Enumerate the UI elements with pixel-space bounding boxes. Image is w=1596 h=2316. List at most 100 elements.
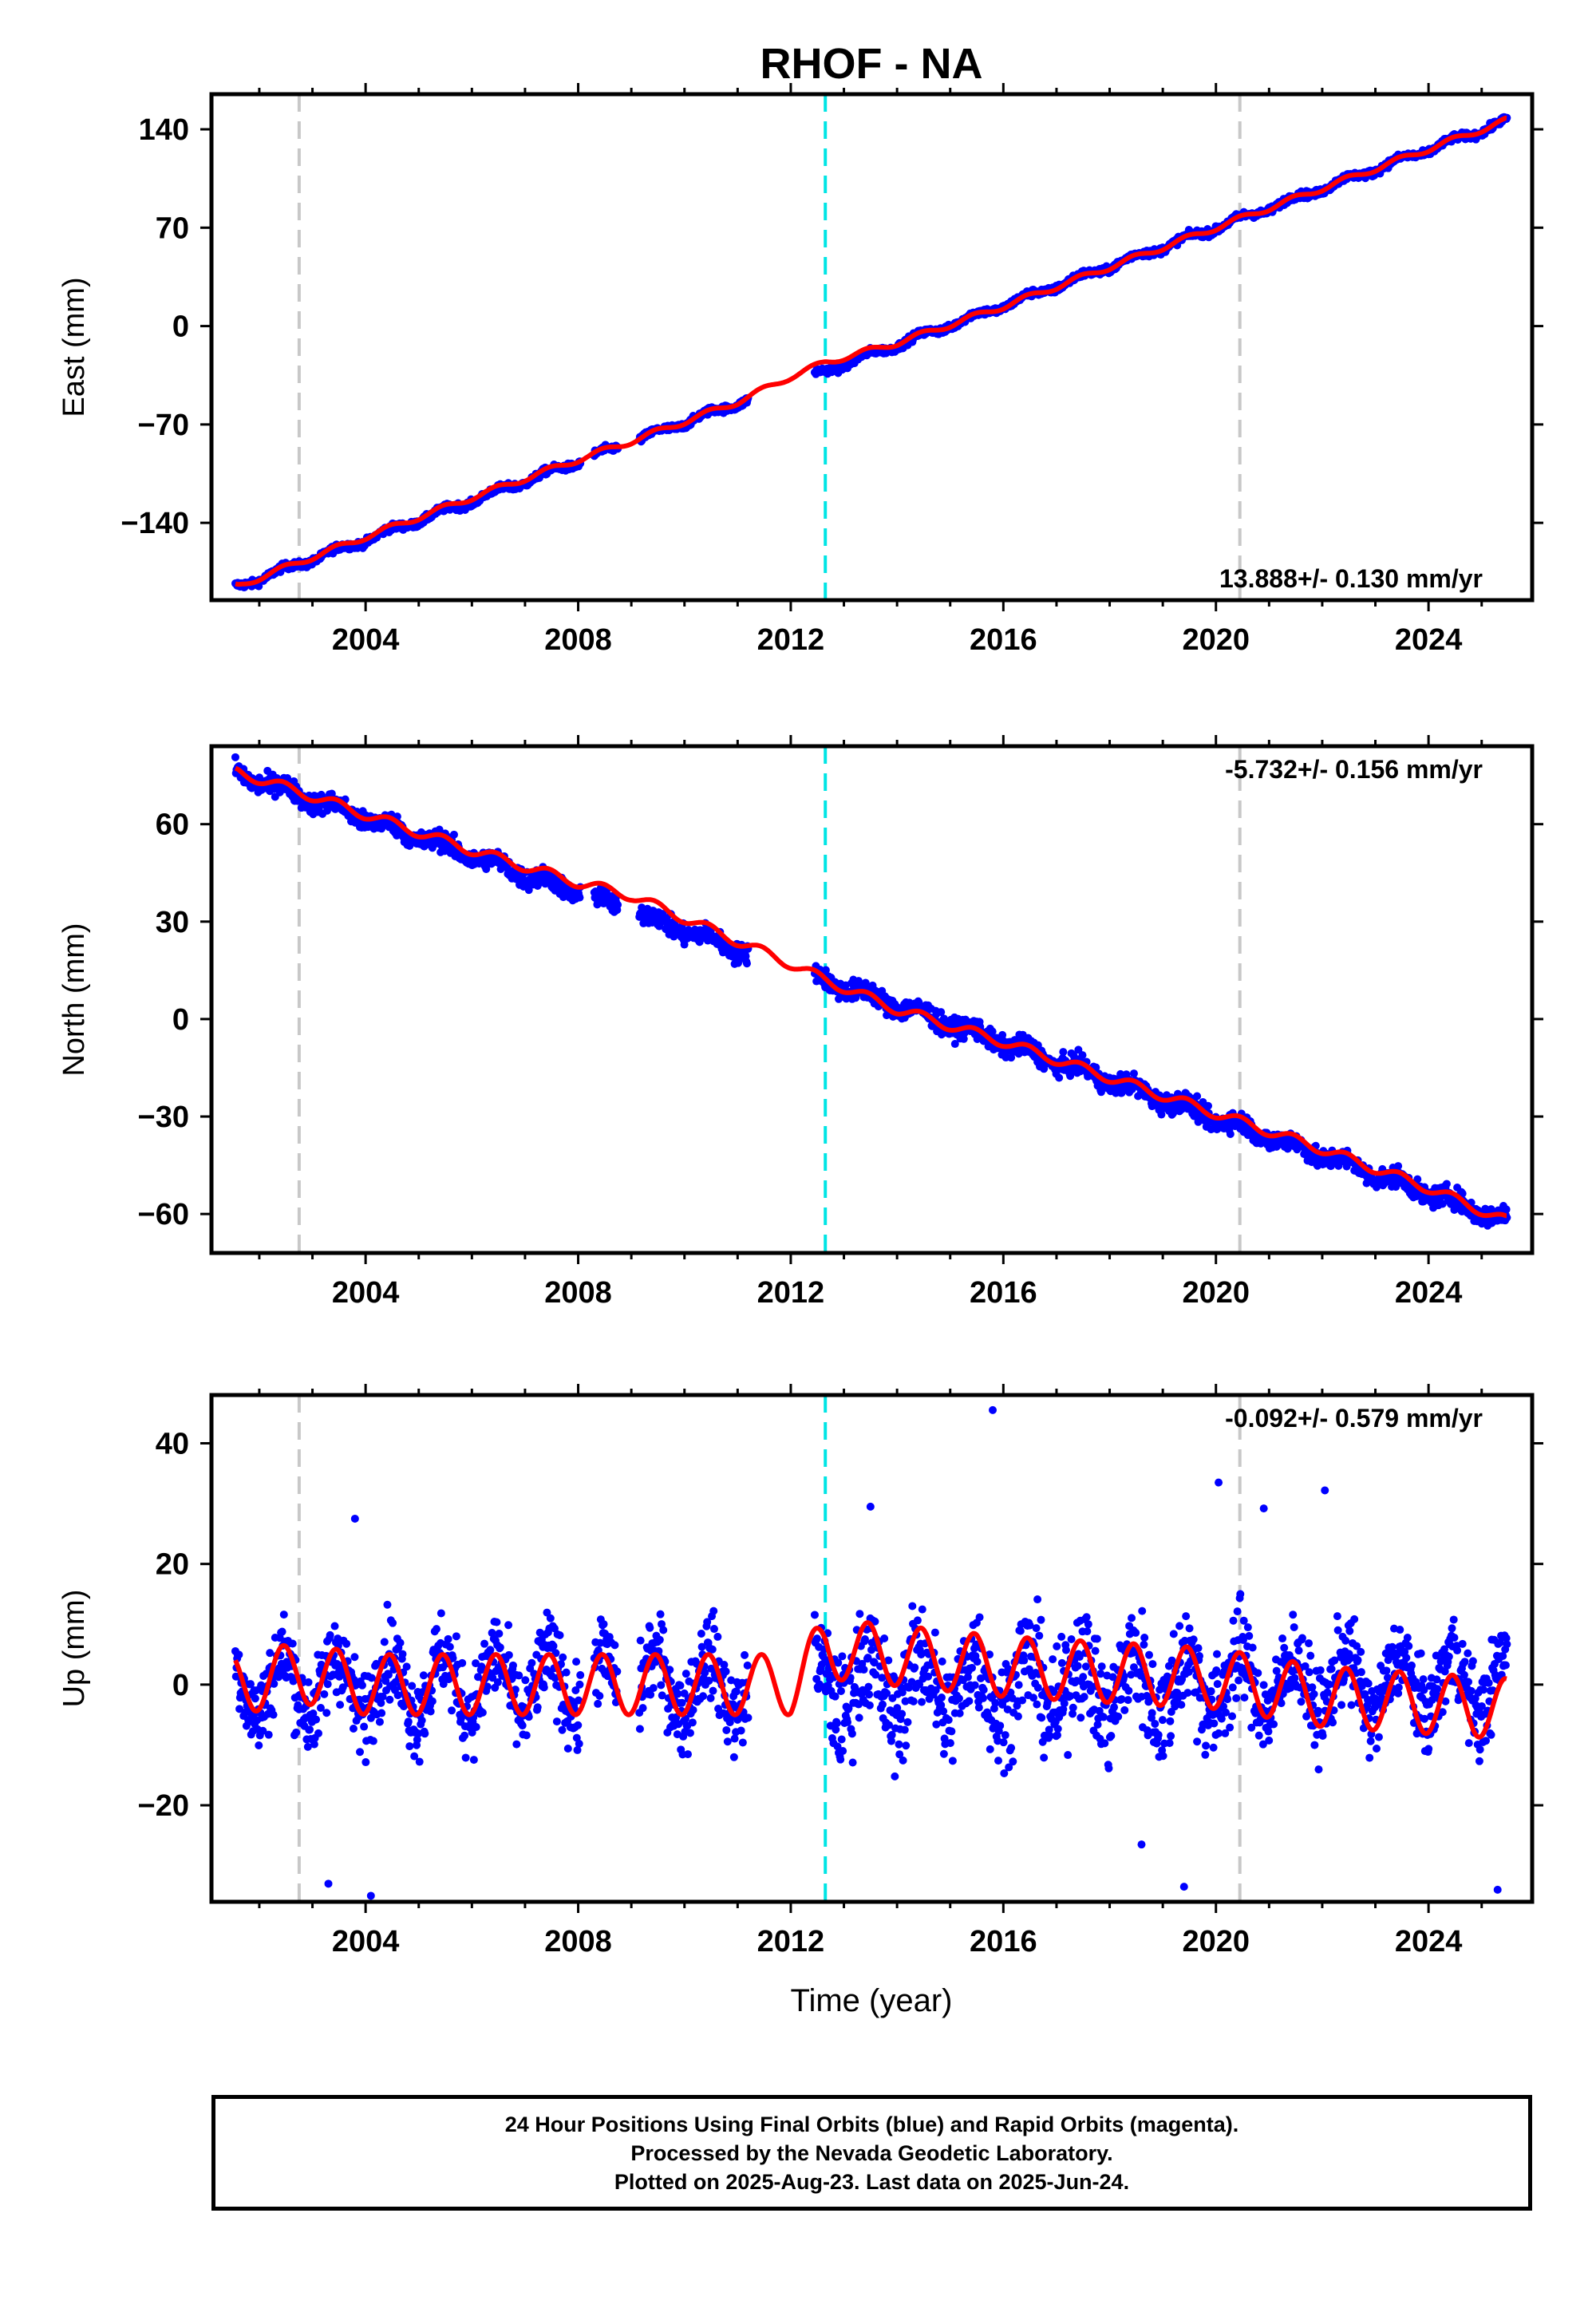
y-tick-label: 70	[156, 211, 189, 245]
x-tick-label: 2020	[1182, 623, 1250, 657]
data-point	[656, 1610, 665, 1618]
x-tick-label: 2004	[332, 623, 400, 657]
data-point	[599, 1620, 608, 1629]
data-point	[527, 1658, 536, 1667]
data-point	[744, 1713, 753, 1722]
data-point	[235, 1650, 243, 1659]
data-point	[360, 1722, 369, 1731]
data-point	[432, 1625, 440, 1634]
data-point	[350, 1653, 359, 1662]
data-point	[638, 1704, 647, 1713]
data-point	[635, 1725, 644, 1733]
data-point	[385, 1695, 394, 1704]
data-point	[472, 1723, 480, 1732]
data-point	[636, 1636, 645, 1645]
data-point	[398, 1650, 407, 1658]
data-point	[723, 1737, 732, 1746]
data-point	[404, 1717, 413, 1726]
data-point	[521, 1676, 530, 1685]
x-tick-label: 2016	[970, 623, 1037, 657]
data-point	[304, 1678, 313, 1686]
data-point	[445, 1642, 454, 1651]
data-point	[549, 1642, 558, 1650]
data-point	[729, 1753, 738, 1761]
data-point	[428, 1697, 437, 1705]
y-tick-label: −60	[138, 1198, 189, 1231]
data-point	[421, 1729, 429, 1738]
data-point	[231, 753, 239, 761]
data-point	[610, 1641, 619, 1650]
data-point	[458, 1658, 467, 1667]
data-point	[508, 1661, 517, 1670]
data-point	[342, 1639, 351, 1648]
data-point	[1442, 1180, 1451, 1188]
data-point	[380, 1638, 389, 1646]
data-point	[559, 1653, 567, 1662]
time-series-chart: RHOF - NA Time (year) 2004 2008 2012 2016 20…	[57, 40, 1543, 2018]
data-point	[518, 1721, 527, 1730]
data-point	[320, 1690, 329, 1698]
data-point	[279, 1611, 288, 1619]
data-point	[576, 1670, 585, 1679]
data-point	[515, 1671, 523, 1680]
data-point	[742, 959, 751, 968]
data-point	[460, 1731, 469, 1740]
data-point	[552, 1717, 561, 1726]
data-point	[408, 1682, 417, 1690]
data-point	[708, 1645, 717, 1654]
data-point	[713, 1632, 722, 1641]
data-point	[336, 1701, 345, 1709]
data-point	[356, 1748, 365, 1757]
chart-title: RHOF - NA	[760, 40, 983, 88]
data-point	[1204, 1101, 1213, 1110]
data-point	[575, 893, 584, 902]
y-tick-label: −140	[120, 507, 189, 540]
y-axis-label: East (mm)	[57, 277, 91, 417]
data-point	[709, 1607, 718, 1615]
data-point	[322, 1709, 331, 1717]
data-point	[396, 1638, 405, 1647]
data-point	[405, 1742, 414, 1751]
data-point	[264, 1730, 273, 1739]
x-tick-label: 2016	[970, 1276, 1037, 1310]
data-point	[539, 1683, 548, 1692]
data-point	[377, 1709, 386, 1717]
rate-annotation: -5.732+/- 0.156 mm/yr	[1225, 755, 1483, 784]
x-tick-label: 2024	[1395, 623, 1463, 657]
data-point	[562, 1668, 571, 1677]
data-point	[575, 1680, 584, 1689]
data-point	[292, 1728, 301, 1737]
data-point	[743, 1661, 752, 1670]
y-tick-label: −70	[138, 409, 189, 442]
data-point	[1193, 1092, 1202, 1101]
data-point	[278, 1627, 286, 1636]
x-tick-label: 2012	[757, 1276, 825, 1310]
data-point	[1055, 1073, 1064, 1082]
data-point	[326, 1630, 334, 1639]
data-point	[657, 1681, 666, 1690]
y-tick-label: −30	[138, 1101, 189, 1134]
data-point	[361, 1758, 370, 1767]
x-axis-label: Time (year)	[791, 1983, 953, 2018]
data-point	[417, 1716, 426, 1725]
data-point	[495, 1629, 504, 1638]
data-point	[492, 1618, 501, 1626]
data-point	[533, 1703, 542, 1712]
data-point	[255, 1741, 263, 1749]
data-point	[738, 1738, 747, 1747]
data-point	[314, 1729, 322, 1737]
data-point	[655, 1635, 664, 1644]
data-point	[646, 1623, 654, 1632]
data-point	[721, 1667, 730, 1676]
data-point	[323, 1680, 332, 1689]
data-point	[737, 1726, 745, 1735]
data-point	[389, 1618, 397, 1627]
panel-north: 2004 2008 2012 2016 2020 2024−60−3003060North…	[57, 735, 1543, 1310]
data-point	[512, 1740, 521, 1749]
data-point	[555, 1630, 564, 1639]
data-point	[469, 1756, 478, 1765]
data-point	[452, 1632, 460, 1641]
data-point	[437, 1609, 445, 1618]
data-point	[486, 1646, 495, 1654]
data-point	[649, 1684, 658, 1693]
